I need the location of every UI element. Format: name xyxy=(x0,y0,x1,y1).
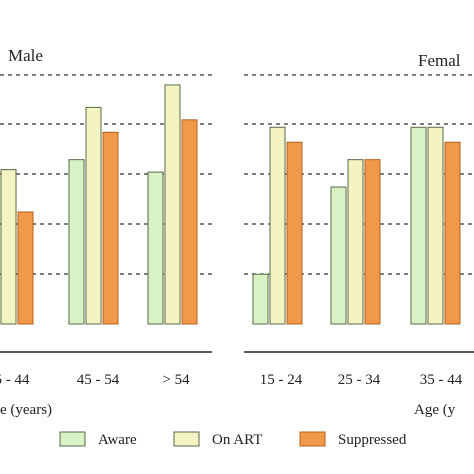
x-tick-label: 35 - 44 xyxy=(420,372,463,388)
x-axis-label: Age (y xyxy=(414,402,456,418)
x-tick-label: 5 - 44 xyxy=(0,372,30,388)
bar-suppressed xyxy=(286,141,303,325)
bar-aware xyxy=(252,273,269,325)
x-tick-label: > 54 xyxy=(162,372,190,388)
bars-male xyxy=(0,84,198,325)
panel-title: Femal xyxy=(418,51,461,70)
bar-on-art xyxy=(269,126,286,325)
bar-suppressed xyxy=(181,119,198,325)
legend-label-on-art: On ART xyxy=(212,432,262,448)
bar-suppressed xyxy=(102,131,119,325)
bar-aware xyxy=(330,186,347,325)
legend: Aware On ART Suppressed xyxy=(59,431,407,448)
legend-swatch-suppressed xyxy=(299,431,326,447)
x-tick-label: 45 - 54 xyxy=(77,372,120,388)
panel-title: Male xyxy=(8,46,43,65)
bar-on-art xyxy=(0,169,17,325)
legend-swatch-on-art xyxy=(173,431,200,447)
bar-on-art xyxy=(347,159,364,325)
x-tick-label: 25 - 34 xyxy=(338,372,381,388)
bar-on-art xyxy=(427,126,444,325)
panel-female: Femal Age (y 15 - 24 25 - 34 35 - 44 xyxy=(244,51,474,418)
bar-aware xyxy=(68,159,85,325)
legend-label-aware: Aware xyxy=(98,432,137,448)
x-axis-label: e (years) xyxy=(0,402,52,418)
panel-male: Male e (years) 5 - 44 45 - 54 > 54 xyxy=(0,46,212,418)
x-tick-label: 15 - 24 xyxy=(260,372,303,388)
tick-labels-male: 5 - 44 45 - 54 > 54 xyxy=(0,372,190,388)
bar-suppressed xyxy=(364,159,381,325)
bar-on-art xyxy=(164,84,181,325)
tick-labels-female: 15 - 24 25 - 34 35 - 44 xyxy=(260,372,463,388)
bar-aware xyxy=(147,171,164,325)
bar-suppressed xyxy=(17,211,34,325)
legend-swatch-aware xyxy=(59,431,86,447)
bar-aware xyxy=(410,126,427,325)
bar-on-art xyxy=(85,106,102,325)
bars-female xyxy=(252,126,461,325)
bar-suppressed xyxy=(444,141,461,325)
legend-label-suppressed: Suppressed xyxy=(338,432,407,448)
